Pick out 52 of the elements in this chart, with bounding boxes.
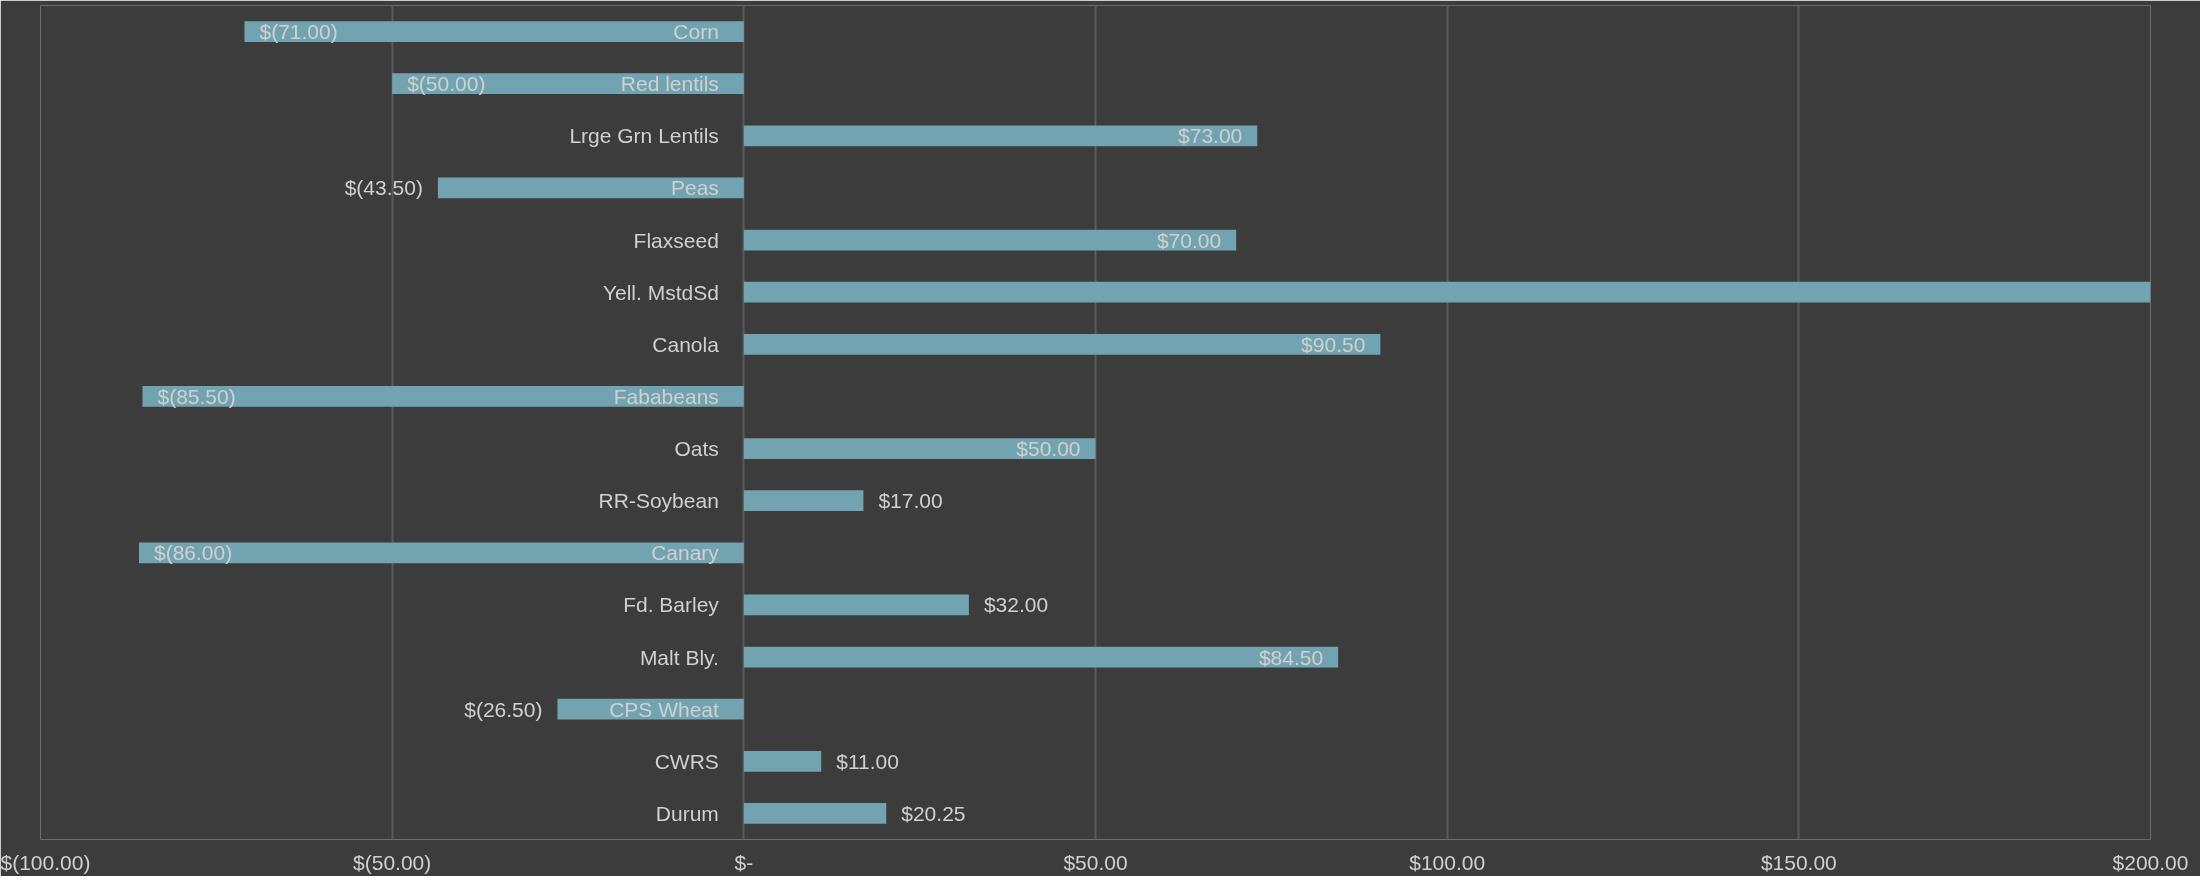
data-label: $(43.50) [344, 176, 423, 200]
data-label: $(85.50) [157, 384, 236, 408]
x-tick-label: $(100.00) [0, 850, 91, 874]
y-tick-label: Oats [674, 437, 719, 461]
bar [743, 803, 887, 824]
data-label: $50.00 [1016, 437, 1081, 461]
y-tick-label: Yell. MstdSd [602, 280, 719, 304]
data-label: $84.50 [1258, 645, 1324, 669]
data-label: $(26.50) [464, 697, 543, 721]
data-label: $(86.00) [153, 541, 233, 565]
bar [142, 386, 744, 407]
bar [437, 177, 744, 199]
y-tick-label: RR-Soybean [598, 489, 719, 513]
y-tick-label: Peas [670, 176, 719, 200]
data-label: $70.00 [1156, 228, 1222, 252]
data-label: $73.00 [1178, 124, 1243, 148]
bar [138, 542, 744, 564]
bar [743, 646, 1339, 668]
bar [743, 229, 1237, 251]
data-label: $(71.00) [259, 20, 338, 44]
bar [743, 125, 1258, 147]
bar [244, 21, 744, 42]
bar [743, 438, 1096, 459]
data-label: $11.00 [836, 749, 899, 773]
y-tick-label: CPS Wheat [609, 697, 719, 721]
y-tick-label: Flaxseed [633, 228, 719, 252]
y-tick-label: Lrge Grn Lentils [569, 124, 719, 148]
y-tick-label: Fababeans [613, 384, 719, 408]
y-tick-label: Corn [673, 20, 719, 44]
x-tick-label: $- [734, 850, 754, 874]
x-tick-label: $(50.00) [353, 850, 432, 874]
data-label: $90.50 [1301, 332, 1366, 356]
y-tick-label: Malt Bly. [639, 645, 719, 669]
data-label: $17.00 [878, 489, 943, 513]
x-tick-label: $50.00 [1063, 850, 1128, 874]
data-label: $32.00 [983, 593, 1049, 617]
bar [743, 594, 969, 616]
x-tick-label: $100.00 [1409, 850, 1486, 874]
x-tick-label: $200.00 [2112, 850, 2189, 874]
y-tick-label: Durum [655, 801, 719, 825]
data-label: $(50.00) [407, 72, 486, 96]
x-tick-label: $150.00 [1760, 850, 1837, 874]
bar [743, 750, 822, 772]
y-tick-label: CWRS [654, 749, 719, 773]
y-tick-label: Canary [651, 541, 720, 565]
y-tick-label: Red lentils [620, 72, 719, 96]
y-tick-label: Fd. Barley [623, 593, 720, 617]
bar [743, 490, 864, 512]
bar [743, 281, 2151, 303]
data-label: $20.25 [901, 801, 966, 825]
bar [743, 333, 1381, 355]
y-tick-label: Canola [652, 332, 720, 356]
